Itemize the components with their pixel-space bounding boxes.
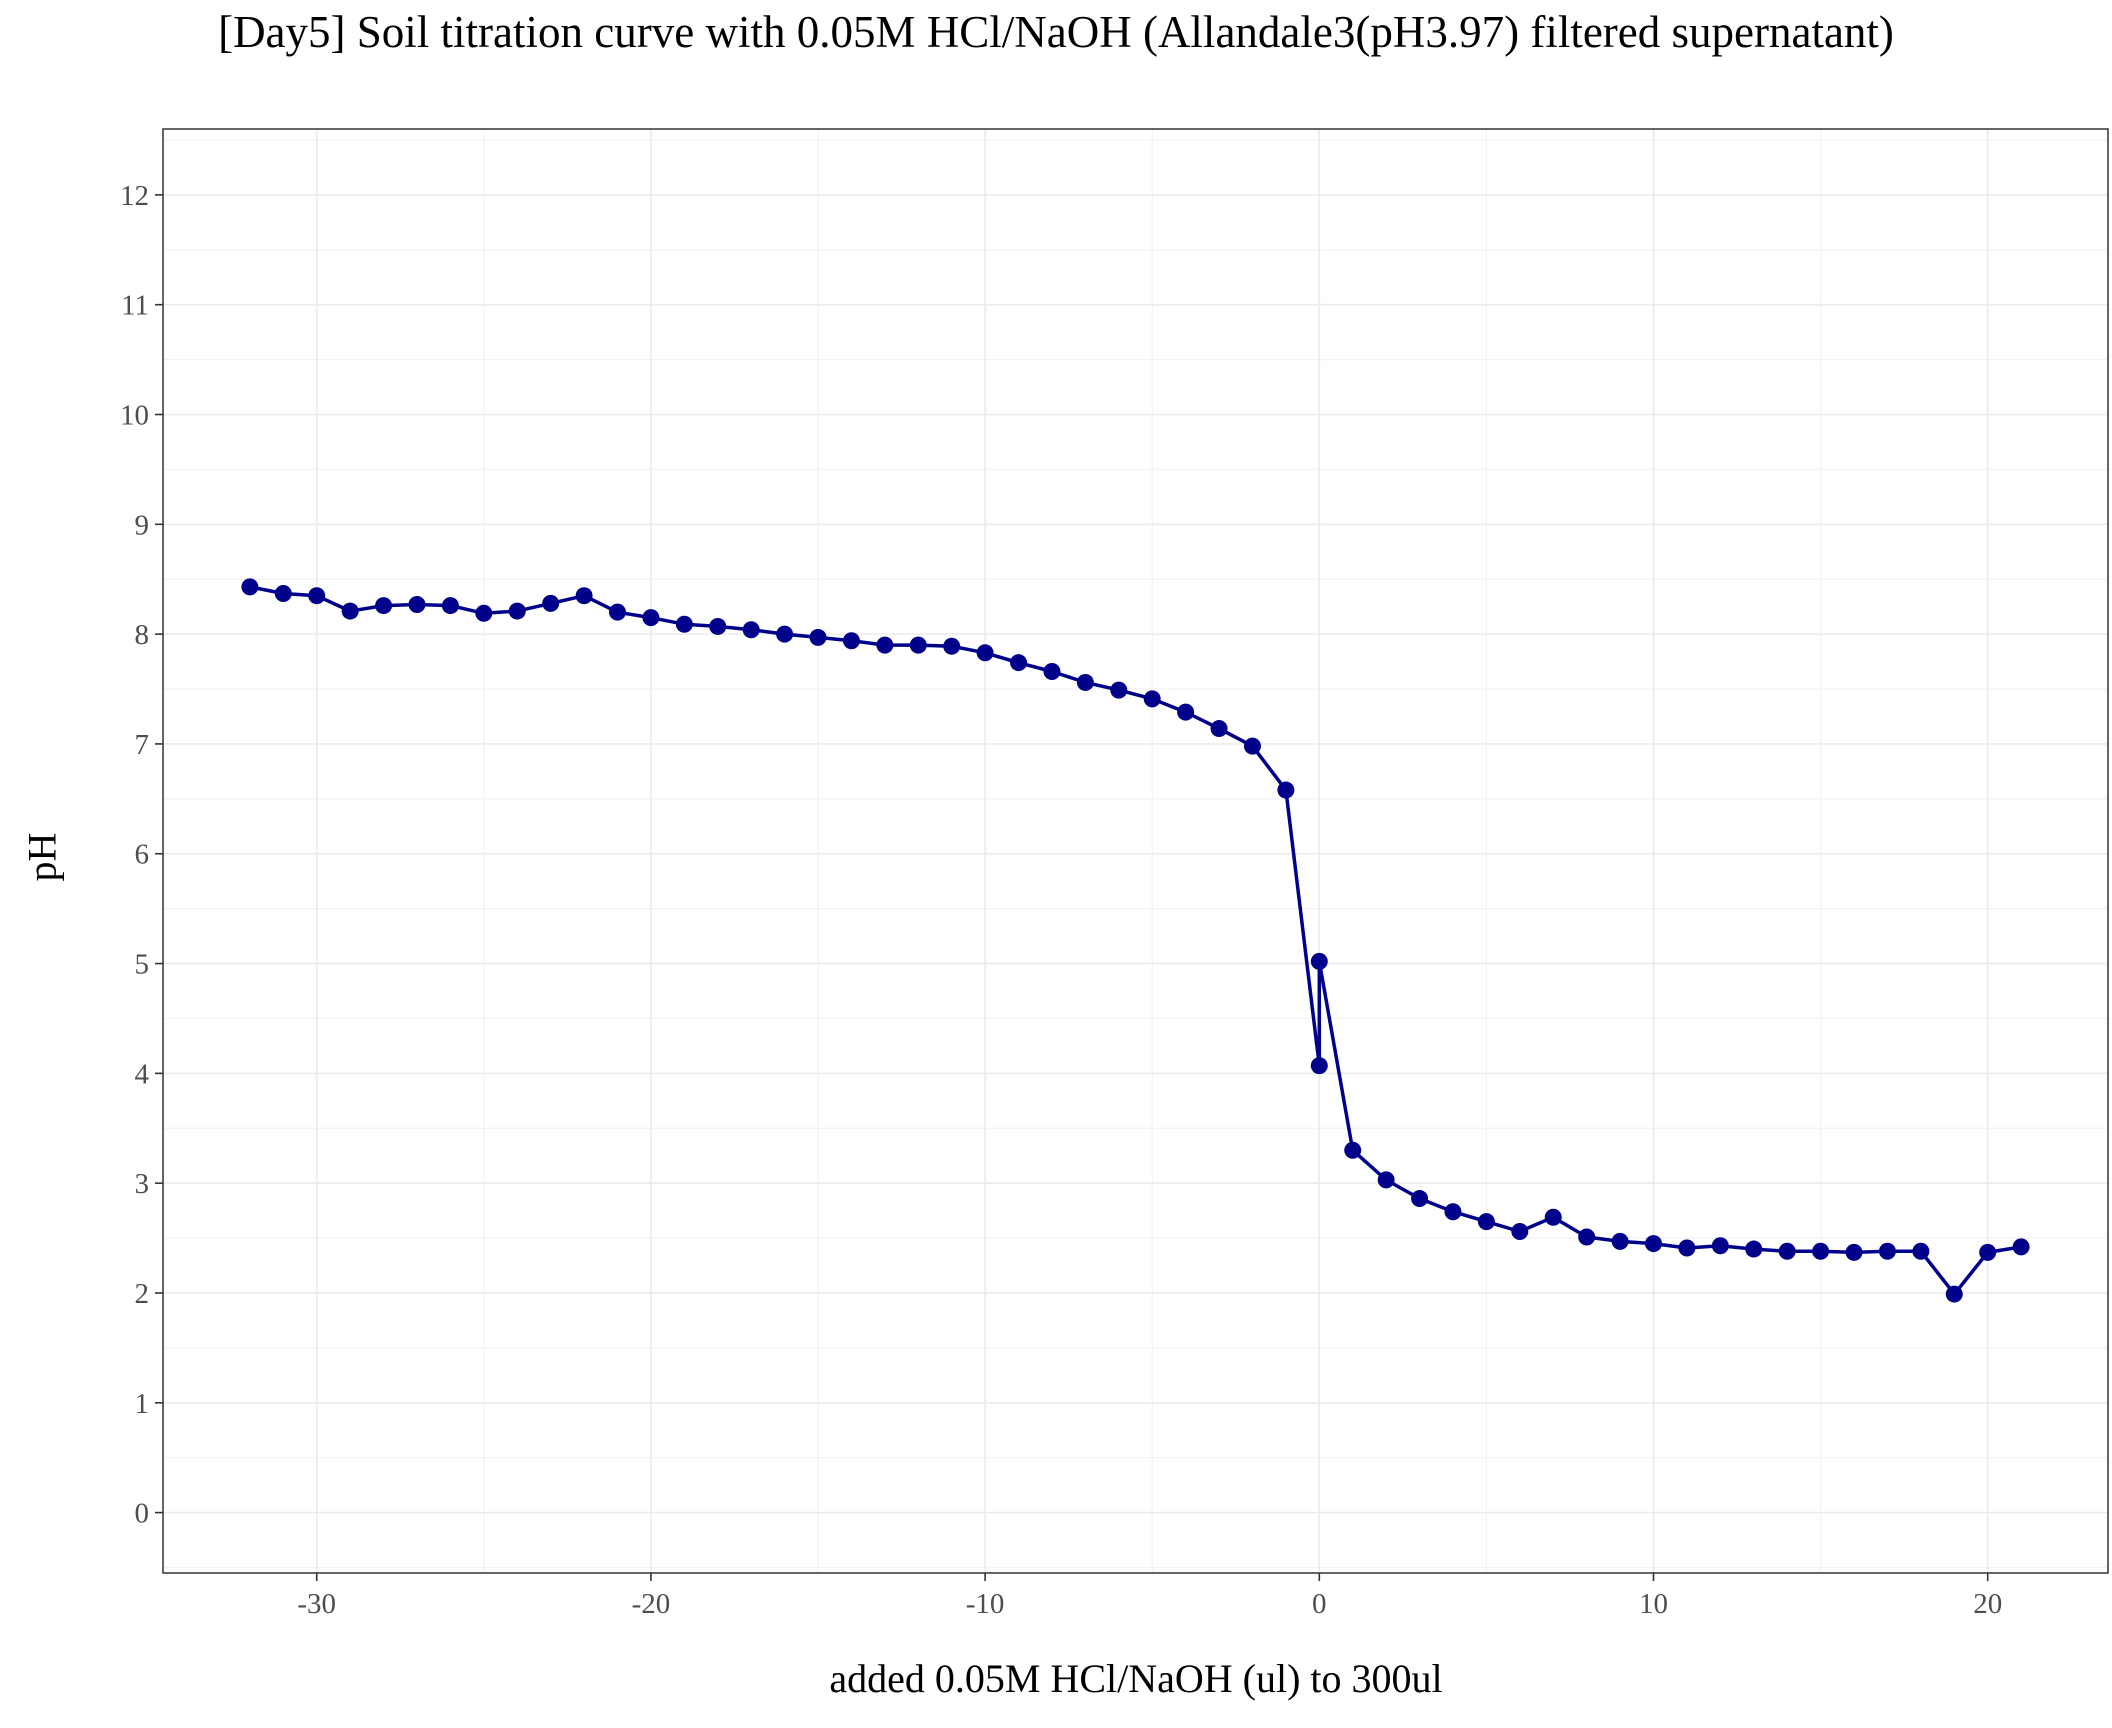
x-tick-label: 0: [1312, 1588, 1327, 1620]
data-point: [1611, 1232, 1629, 1250]
data-point: [1945, 1285, 1963, 1303]
data-point: [2012, 1238, 2030, 1256]
data-point: [943, 637, 961, 655]
data-point: [609, 603, 627, 621]
data-point: [1143, 690, 1161, 708]
data-point: [1711, 1237, 1729, 1255]
y-tick-label: 1: [135, 1388, 150, 1420]
data-point: [876, 636, 894, 654]
data-point: [308, 587, 326, 605]
data-point: [1745, 1240, 1763, 1258]
data-point: [642, 609, 660, 627]
data-point: [1243, 737, 1261, 755]
data-point: [1310, 952, 1328, 970]
data-point: [1778, 1242, 1796, 1260]
x-tick-label: 20: [1973, 1588, 2002, 1620]
data-point: [776, 625, 794, 643]
series-line: [249, 585, 2022, 1296]
data-point: [1411, 1190, 1429, 1208]
data-point: [842, 632, 860, 650]
data-point: [1377, 1171, 1395, 1189]
major-gridlines: [163, 129, 2108, 1573]
data-point: [1845, 1243, 1863, 1261]
data-point: [408, 595, 426, 613]
data-point: [241, 578, 259, 596]
panel-border: [162, 128, 2109, 1574]
data-point: [274, 584, 292, 602]
y-tick-label: 10: [120, 400, 149, 432]
y-tick-label: 5: [135, 949, 150, 981]
data-point: [1010, 654, 1028, 672]
data-point: [675, 615, 693, 633]
x-tick-label: -30: [297, 1588, 336, 1620]
data-point: [575, 587, 593, 605]
data-point: [475, 604, 493, 622]
data-point: [1210, 720, 1228, 738]
data-point: [1043, 662, 1061, 680]
series-layer: [241, 578, 2030, 1303]
data-point: [1310, 1057, 1328, 1075]
chart-title: [Day5] Soil titration curve with 0.05M H…: [218, 7, 1894, 57]
y-tick-label: 0: [135, 1498, 150, 1530]
y-tick-label: 4: [135, 1058, 150, 1090]
data-point: [508, 602, 526, 620]
y-tick-label: 12: [120, 180, 149, 212]
minor-gridlines: [163, 129, 2108, 1573]
data-point: [1344, 1141, 1362, 1159]
data-point: [1678, 1239, 1696, 1257]
data-point: [1477, 1213, 1495, 1231]
data-point: [375, 597, 393, 615]
y-tick-label: 2: [135, 1278, 150, 1310]
y-tick-label: 6: [135, 839, 150, 871]
data-point: [1878, 1242, 1896, 1260]
y-axis-title: pH: [19, 832, 65, 882]
x-tick-label: -10: [966, 1588, 1005, 1620]
data-point: [709, 617, 727, 635]
axis-ticks: [155, 194, 1989, 1581]
data-point: [1644, 1235, 1662, 1253]
y-tick-label: 11: [121, 290, 149, 322]
y-tick-label: 7: [135, 729, 150, 761]
data-point: [909, 636, 927, 654]
data-point: [1511, 1222, 1529, 1240]
data-point: [1177, 703, 1195, 721]
data-point: [1277, 781, 1295, 799]
data-point: [441, 597, 459, 615]
data-point: [976, 644, 994, 662]
data-point: [1812, 1242, 1830, 1260]
data-point: [1578, 1228, 1596, 1246]
data-point: [1544, 1208, 1562, 1226]
x-tick-label: -20: [632, 1588, 671, 1620]
y-tick-label: 8: [135, 619, 150, 651]
data-point: [742, 621, 760, 639]
data-point: [1979, 1243, 1997, 1261]
x-tick-label: 10: [1639, 1588, 1668, 1620]
x-axis-title: added 0.05M HCl/NaOH (ul) to 300ul: [829, 1656, 1443, 1701]
data-point: [1912, 1242, 1930, 1260]
data-point: [1110, 681, 1128, 699]
data-point: [809, 628, 827, 646]
y-tick-label: 9: [135, 509, 150, 541]
data-point: [1076, 673, 1094, 691]
data-point: [542, 594, 560, 612]
data-point: [341, 602, 359, 620]
data-point: [1444, 1203, 1462, 1221]
y-tick-label: 3: [135, 1168, 150, 1200]
